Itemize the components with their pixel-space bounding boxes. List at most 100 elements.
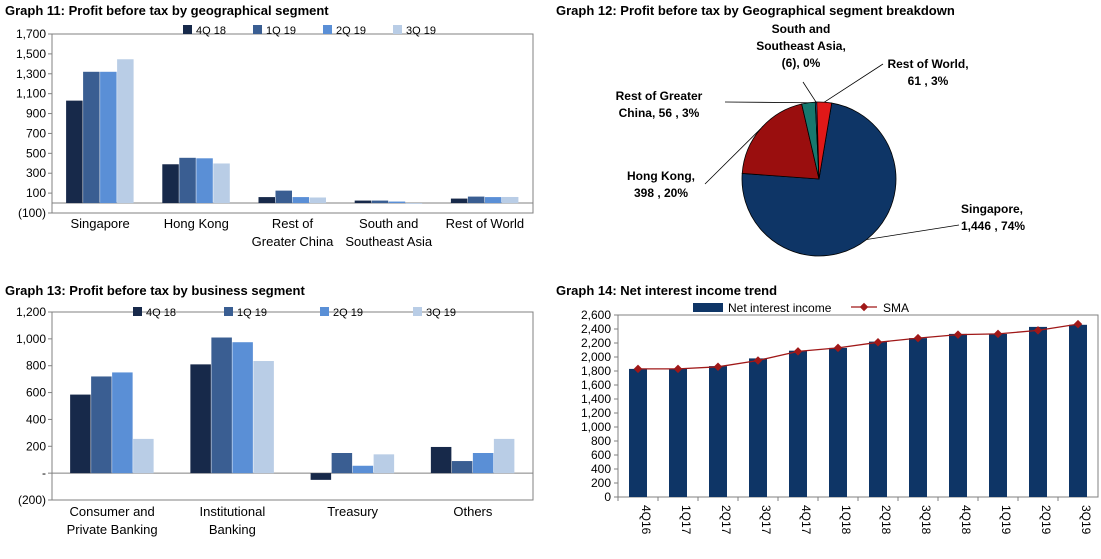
x-category-label: 1Q18 xyxy=(839,505,853,535)
pie-label-south-and-southeast-asia: (6), 0% xyxy=(782,56,821,70)
y-tick-label: (100) xyxy=(18,206,46,220)
x-category-label: 1Q19 xyxy=(999,505,1013,535)
bar-1q-19-others xyxy=(451,461,473,474)
bar-2q-19-rest-of-world xyxy=(484,197,502,204)
legend-label-1q-19: 1Q 19 xyxy=(266,25,296,37)
bar-4q-18-singapore xyxy=(66,100,83,204)
pie-label-rest-of-world: 61 , 3% xyxy=(908,74,949,88)
plot-frame xyxy=(617,314,1099,498)
bar-net-interest-income-4q18 xyxy=(949,333,967,497)
plot-frame xyxy=(51,33,534,214)
legend-label-1q-19: 1Q 19 xyxy=(237,307,267,319)
bar-2q-19-treasury xyxy=(352,465,374,474)
y-tick-label: 900 xyxy=(26,107,46,121)
y-tick-label: 2,600 xyxy=(581,308,611,322)
bar-2q-19-hong-kong xyxy=(196,158,213,204)
bar-1q-19-rest-of-greater-china xyxy=(275,190,292,204)
x-category-label: Rest of World xyxy=(446,216,525,231)
x-category-label: Banking xyxy=(209,522,256,537)
legend-label-2q-19: 2Q 19 xyxy=(333,307,363,319)
legend-swatch-1q-19 xyxy=(224,307,233,316)
y-tick-label: (200) xyxy=(18,493,46,507)
bar-3q-19-consumer-and-private-banking xyxy=(133,438,154,474)
leader-line-singapore xyxy=(866,224,960,240)
bar-3q-19-rest-of-world xyxy=(501,196,519,204)
bar-net-interest-income-1q17 xyxy=(669,368,687,497)
y-tick-label: 2,400 xyxy=(581,322,611,336)
graph-14-panel: Graph 14: Net interest income trend 0 200… xyxy=(553,280,1101,559)
graph-13-title: Graph 13: Profit before tax by business … xyxy=(5,283,305,298)
sma-line xyxy=(638,323,1079,370)
graph-11-chart: (100) 100 300 500 700 900 1,100 1,300 1,500 1,700… xyxy=(16,25,534,249)
bar-2q-19-consumer-and-private-banking xyxy=(112,372,133,474)
x-category-label: Private Banking xyxy=(67,522,158,537)
y-tick-label: 1,000 xyxy=(581,420,611,434)
bar-3q-19-treasury xyxy=(373,454,395,474)
bar-2q-19-singapore xyxy=(100,71,117,204)
legend-label-3q-19: 3Q 19 xyxy=(426,307,456,319)
graph-12-panel: Graph 12: Profit before tax by Geographi… xyxy=(553,0,1101,270)
legend-label-net-interest-income: Net interest income xyxy=(728,301,832,315)
bar-1q-19-south-and-southeast-asia xyxy=(371,200,389,204)
bar-3q-19-others xyxy=(493,438,515,474)
bar-1q-19-institutional-banking xyxy=(211,337,232,474)
y-tick-label: 1,000 xyxy=(16,332,46,346)
leader-line-south-and-southeast-asia xyxy=(802,81,817,103)
leader-line-rest-of-greater-china xyxy=(724,101,809,104)
pie-label-south-and-southeast-asia: Southeast Asia, xyxy=(756,39,846,53)
x-category-label: Southeast Asia xyxy=(345,234,432,249)
x-category-label: 3Q18 xyxy=(919,505,933,535)
x-category-label: Greater China xyxy=(252,234,334,249)
bar-net-interest-income-1q19 xyxy=(989,333,1007,497)
legend-label-sma: SMA xyxy=(883,301,909,315)
y-tick-label: 400 xyxy=(591,462,611,476)
bar-4q-18-others xyxy=(430,446,452,474)
y-tick-label: 1,200 xyxy=(16,305,46,319)
bar-net-interest-income-3q18 xyxy=(909,338,927,497)
bar-1q-19-singapore xyxy=(83,71,100,204)
y-tick-label: 800 xyxy=(26,359,46,373)
x-category-label: South and xyxy=(359,216,418,231)
x-category-label: Hong Kong xyxy=(164,216,229,231)
bar-4q-18-rest-of-world xyxy=(450,198,468,204)
pie-slice-hong-kong xyxy=(741,103,820,180)
pie-slice-singapore xyxy=(741,102,897,257)
y-tick-label: 200 xyxy=(26,439,46,453)
bar-2q-19-institutional-banking xyxy=(232,342,253,474)
bar-net-interest-income-3q19 xyxy=(1069,324,1087,497)
y-tick-label: 400 xyxy=(26,412,46,426)
x-category-label: 4Q17 xyxy=(799,505,813,535)
x-category-label: 2Q17 xyxy=(719,505,733,535)
bar-net-interest-income-4q17 xyxy=(789,350,807,497)
pie-label-singapore: 1,446 , 74% xyxy=(961,219,1025,233)
legend-swatch-net-interest-income xyxy=(693,303,723,312)
bar-4q-18-consumer-and-private-banking xyxy=(70,394,91,474)
legend-swatch-1q-19 xyxy=(253,25,262,34)
bar-net-interest-income-3q17 xyxy=(749,358,767,497)
bar-4q-18-south-and-southeast-asia xyxy=(354,200,372,204)
y-tick-label: 2,200 xyxy=(581,336,611,350)
bar-3q-19-rest-of-greater-china xyxy=(309,197,326,204)
graph-13-panel: Graph 13: Profit before tax by business … xyxy=(0,280,540,559)
bar-1q-19-consumer-and-private-banking xyxy=(91,376,112,474)
y-tick-label: 1,800 xyxy=(581,364,611,378)
bar-4q-18-institutional-banking xyxy=(190,364,211,474)
x-category-label: Singapore xyxy=(70,216,129,231)
x-category-label: 4Q16 xyxy=(639,505,653,535)
bar-4q-18-rest-of-greater-china xyxy=(258,197,275,204)
y-tick-label: 1,600 xyxy=(581,378,611,392)
x-category-label: 2Q18 xyxy=(879,505,893,535)
bar-4q-18-treasury xyxy=(310,473,332,480)
bar-net-interest-income-4q16 xyxy=(629,368,647,497)
x-category-label: Treasury xyxy=(327,504,378,519)
leader-line-rest-of-world xyxy=(824,63,884,103)
x-category-label: 4Q18 xyxy=(959,505,973,535)
legend-swatch-4q-18 xyxy=(183,25,192,34)
legend-label-4q-18: 4Q 18 xyxy=(196,25,226,37)
graph-14-chart: 02004006008001,0001,2001,4001,6001,8002,… xyxy=(581,301,1099,535)
bar-1q-19-treasury xyxy=(331,453,353,474)
bar-2q-19-rest-of-greater-china xyxy=(292,197,309,204)
x-category-label: Consumer and xyxy=(69,504,154,519)
pie-label-south-and-southeast-asia: South and xyxy=(772,22,831,36)
pie-label-rest-of-greater-china: China, 56 , 3% xyxy=(619,106,700,120)
